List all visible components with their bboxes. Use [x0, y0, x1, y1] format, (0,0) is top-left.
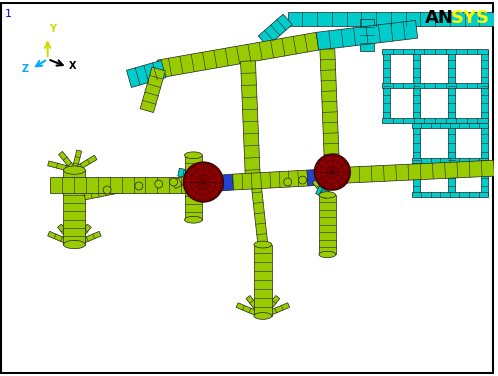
Polygon shape — [72, 224, 91, 246]
Polygon shape — [172, 171, 195, 189]
Polygon shape — [254, 244, 272, 316]
Circle shape — [284, 178, 292, 186]
Polygon shape — [193, 174, 234, 193]
Polygon shape — [178, 168, 194, 179]
Polygon shape — [83, 183, 120, 200]
Polygon shape — [251, 182, 268, 245]
Polygon shape — [412, 123, 488, 128]
Polygon shape — [233, 170, 308, 190]
Text: Z: Z — [22, 64, 29, 74]
Ellipse shape — [63, 240, 85, 249]
Circle shape — [170, 178, 178, 186]
Polygon shape — [383, 51, 390, 121]
Polygon shape — [157, 32, 319, 78]
Circle shape — [135, 182, 143, 190]
Polygon shape — [50, 177, 193, 193]
Polygon shape — [140, 67, 165, 112]
Text: X: X — [68, 61, 76, 71]
Circle shape — [314, 154, 350, 190]
Polygon shape — [58, 224, 76, 246]
Polygon shape — [448, 126, 455, 195]
Polygon shape — [481, 126, 488, 195]
Polygon shape — [73, 231, 101, 247]
Polygon shape — [412, 193, 488, 197]
Polygon shape — [184, 155, 202, 220]
Polygon shape — [261, 296, 280, 317]
Polygon shape — [448, 51, 455, 121]
Polygon shape — [262, 303, 290, 318]
Polygon shape — [236, 303, 264, 318]
Text: SYS: SYS — [450, 9, 490, 27]
Polygon shape — [312, 177, 331, 197]
Polygon shape — [246, 296, 265, 317]
Polygon shape — [126, 61, 166, 88]
Circle shape — [184, 162, 223, 202]
Polygon shape — [316, 186, 329, 199]
Polygon shape — [72, 150, 82, 171]
Polygon shape — [59, 152, 76, 172]
Polygon shape — [320, 49, 340, 175]
Ellipse shape — [63, 166, 85, 174]
Polygon shape — [241, 61, 260, 182]
Polygon shape — [288, 12, 494, 26]
Polygon shape — [413, 126, 420, 195]
Text: Y: Y — [49, 24, 56, 34]
Polygon shape — [316, 20, 418, 50]
Polygon shape — [48, 161, 75, 173]
Polygon shape — [413, 51, 420, 121]
Polygon shape — [260, 294, 265, 316]
Text: 1: 1 — [5, 9, 12, 20]
Polygon shape — [412, 158, 488, 163]
Polygon shape — [63, 170, 85, 244]
Polygon shape — [133, 180, 154, 191]
Polygon shape — [73, 155, 97, 172]
Polygon shape — [258, 14, 292, 46]
Circle shape — [103, 186, 111, 194]
Text: AN: AN — [425, 9, 454, 27]
Polygon shape — [382, 83, 488, 88]
Polygon shape — [72, 223, 77, 244]
Polygon shape — [481, 51, 488, 121]
Polygon shape — [319, 195, 336, 255]
Circle shape — [155, 180, 163, 188]
Polygon shape — [307, 167, 348, 186]
Polygon shape — [48, 231, 75, 247]
Ellipse shape — [184, 152, 202, 159]
Polygon shape — [382, 118, 488, 123]
Polygon shape — [360, 20, 374, 51]
Ellipse shape — [184, 216, 202, 223]
Ellipse shape — [254, 241, 272, 248]
Ellipse shape — [254, 312, 272, 319]
Polygon shape — [382, 49, 488, 54]
Circle shape — [299, 176, 306, 184]
Polygon shape — [119, 181, 134, 193]
Ellipse shape — [319, 192, 336, 198]
Polygon shape — [347, 160, 495, 183]
Ellipse shape — [319, 251, 336, 258]
